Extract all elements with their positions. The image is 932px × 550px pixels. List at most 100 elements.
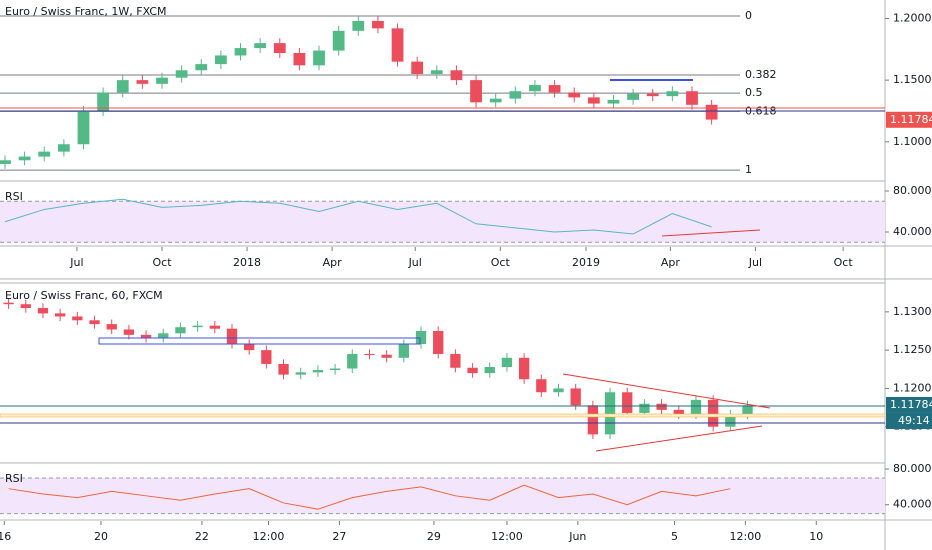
- candle-body: [686, 91, 698, 105]
- candle-body: [690, 399, 702, 415]
- x-tick-label: Apr: [323, 256, 343, 269]
- candle-body: [364, 353, 375, 355]
- candle-body: [622, 392, 633, 413]
- candle-body: [20, 304, 31, 309]
- candle-body: [0, 160, 11, 164]
- y-tick-label: 1.12500: [893, 343, 932, 356]
- candle-body: [195, 64, 208, 71]
- candle-body: [433, 331, 444, 354]
- candle-body: [518, 357, 530, 380]
- x-tick-label: 12:00: [253, 530, 285, 543]
- candle-body: [742, 405, 753, 415]
- last-price-label: 1.11784: [890, 113, 932, 126]
- fib-label: 0.382: [745, 68, 777, 81]
- candle-body: [450, 70, 463, 81]
- x-tick-label: Oct: [834, 256, 854, 269]
- candle-body: [415, 331, 427, 345]
- candle-body: [175, 327, 186, 334]
- candle-body: [411, 61, 424, 74]
- candle-body: [708, 399, 719, 427]
- x-tick-label: Oct: [152, 256, 172, 269]
- candle-body: [548, 85, 561, 93]
- candle-body: [295, 372, 306, 375]
- candle-body: [607, 99, 620, 104]
- candle-body: [509, 91, 522, 99]
- candle-body: [430, 70, 443, 74]
- chart-title: Euro / Swiss Franc, 1W, FXCM: [5, 5, 167, 18]
- chart-pane: 1.115001.120001.125001.13000Euro / Swiss…: [0, 289, 932, 543]
- candle-body: [673, 409, 684, 415]
- x-tick-label: 29: [427, 530, 441, 543]
- candle-body: [587, 97, 600, 104]
- x-tick-label: 22: [195, 530, 209, 543]
- candle-body: [254, 43, 267, 49]
- candle-body: [568, 92, 581, 98]
- x-tick-label: 10: [809, 530, 823, 543]
- candle-body: [293, 53, 306, 66]
- last-price-label: 1.11784: [890, 398, 932, 411]
- candle-body: [57, 144, 70, 152]
- candle-body: [570, 388, 581, 406]
- candle-body: [3, 302, 14, 305]
- candle-body: [656, 403, 667, 410]
- x-tick-label: Jul: [69, 256, 83, 269]
- candle-body: [38, 151, 51, 157]
- candle-body: [313, 50, 325, 66]
- candle-body: [123, 329, 135, 335]
- y-tick-label: 1.15000: [893, 73, 932, 86]
- candle-body: [467, 367, 478, 374]
- candle-body: [501, 357, 513, 367]
- candle-body: [175, 70, 188, 78]
- x-tick-label: Jul: [748, 256, 762, 269]
- range-box: [98, 337, 421, 345]
- candle-body: [136, 80, 149, 84]
- x-tick-label: Apr: [661, 256, 681, 269]
- y-tick-label: 1.10000: [893, 135, 932, 148]
- candle-body: [627, 93, 639, 100]
- candle-body: [372, 20, 384, 29]
- x-tick-label: 2018: [233, 256, 261, 269]
- candle-body: [484, 366, 495, 374]
- candle-body: [450, 353, 461, 368]
- y-tick-label: 1.13000: [893, 305, 932, 318]
- candle-body: [116, 80, 129, 93]
- countdown-label: 49:14: [898, 414, 930, 427]
- last-price-box: [886, 396, 932, 413]
- candle-body: [244, 344, 255, 351]
- candle-body: [470, 80, 482, 103]
- triangle-line: [562, 373, 771, 409]
- candle-body: [352, 20, 365, 31]
- candle-body: [666, 91, 679, 97]
- fib-label: 0: [745, 9, 752, 22]
- candle-body: [725, 414, 736, 427]
- level-zone: [0, 413, 886, 418]
- candle-body: [77, 110, 90, 145]
- candle-body: [398, 344, 409, 358]
- candle-body: [54, 313, 66, 317]
- candle-body: [37, 308, 49, 314]
- x-tick-label: Jun: [568, 530, 586, 543]
- candle-body: [587, 405, 599, 435]
- x-tick-label: Oct: [491, 256, 511, 269]
- candle-body: [536, 379, 547, 393]
- x-tick-label: Jul: [408, 256, 422, 269]
- rsi-line: [8, 484, 731, 510]
- rsi-line: [4, 198, 712, 235]
- fib-label: 1: [745, 163, 752, 176]
- candle-body: [261, 350, 272, 364]
- candle-body: [553, 388, 564, 393]
- candle-body: [192, 325, 203, 328]
- rsi-title: RSI: [5, 190, 23, 203]
- x-tick-label: 20: [94, 530, 108, 543]
- candle-body: [391, 28, 404, 62]
- candle-body: [140, 334, 152, 338]
- x-tick-label: 27: [332, 530, 346, 543]
- candle-body: [156, 77, 168, 84]
- y-tick-label: 1.12000: [893, 381, 932, 394]
- chart-pane: 1.100001.150001.2000000.3820.50.6181Euro…: [0, 5, 932, 269]
- candle-body: [215, 55, 227, 65]
